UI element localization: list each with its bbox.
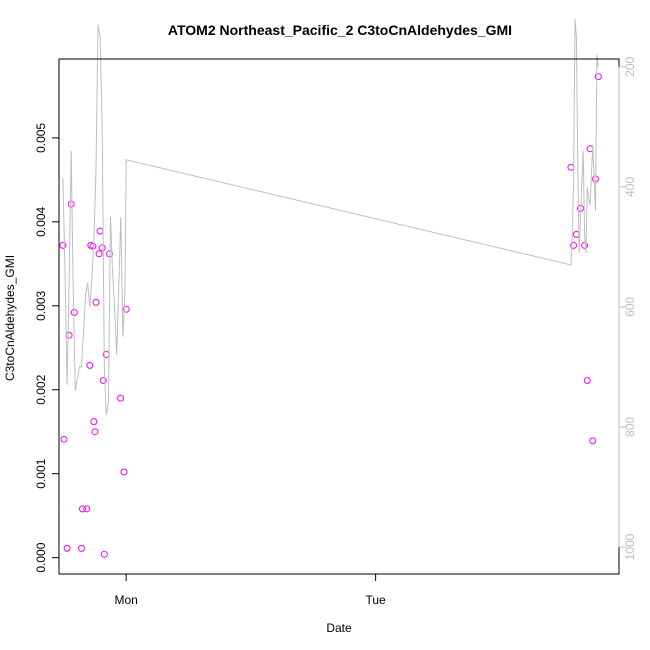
- data-point: [60, 435, 68, 443]
- axes: 0.000 0.001 0.002 0.003 0.004 0.005 Mon Tue 200 4…: [34, 56, 637, 607]
- chart-title: ATOM2 Northeast_Pacific_2 C3toCnAldehyde…: [168, 22, 512, 38]
- data-point: [63, 544, 71, 552]
- y-tick-label: 0.002: [34, 374, 48, 404]
- data-point: [90, 418, 98, 426]
- data-point: [100, 550, 108, 558]
- data-point: [91, 428, 99, 436]
- data-point: [581, 241, 589, 249]
- y-tick-label: 0.000: [34, 542, 48, 572]
- data-point: [79, 505, 86, 513]
- data-point: [59, 241, 67, 249]
- x-tick-label: Tue: [366, 593, 387, 607]
- data-point: [570, 241, 578, 249]
- data-point: [67, 200, 75, 208]
- y2-tick-label: 600: [623, 297, 637, 317]
- data-point: [594, 73, 602, 81]
- y2-tick-label: 1000: [623, 533, 637, 560]
- y2-tick-label: 400: [623, 177, 637, 197]
- data-point: [70, 309, 78, 316]
- data-point: [583, 377, 591, 384]
- data-point: [99, 377, 107, 384]
- data-point: [117, 394, 125, 402]
- data-point: [92, 298, 100, 306]
- data-point: [589, 437, 597, 445]
- data-point: [120, 468, 128, 476]
- x-tick-label: Mon: [114, 593, 137, 607]
- y-tick-label: 0.005: [34, 123, 48, 153]
- data-point: [86, 361, 94, 369]
- y2-tick-label: 200: [623, 56, 637, 76]
- y-tick-label: 0.004: [34, 207, 48, 237]
- data-point: [106, 250, 113, 258]
- series-line: [62, 18, 599, 415]
- data-point: [89, 242, 97, 250]
- x-axis-label: Date: [326, 621, 352, 635]
- y-axis-label: C3toCnAldehydes_GMI: [3, 255, 17, 381]
- data-point: [83, 505, 91, 513]
- data-point: [78, 544, 85, 552]
- data-point: [122, 305, 130, 313]
- data-point: [98, 244, 106, 252]
- plot-marks: [59, 18, 602, 558]
- data-point: [95, 250, 103, 258]
- y-tick-label: 0.003: [34, 290, 48, 320]
- y2-tick-label: 800: [623, 417, 637, 437]
- y-tick-label: 0.001: [34, 458, 48, 488]
